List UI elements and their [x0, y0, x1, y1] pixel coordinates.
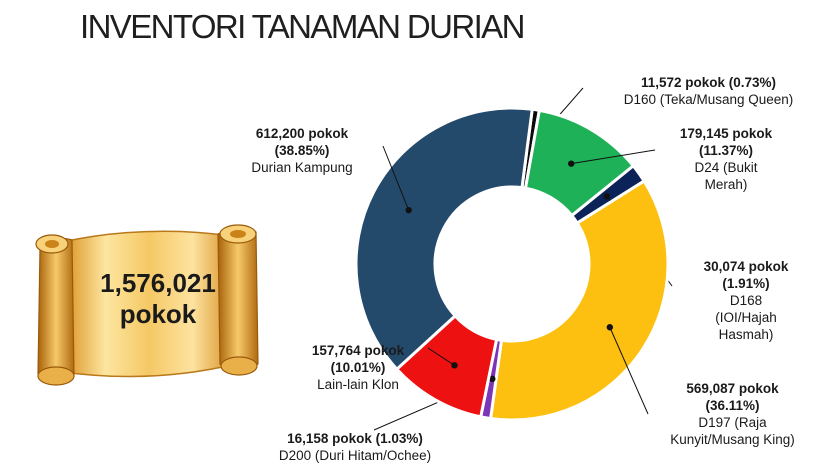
label-d24: 179,145 pokok (11.37%) D24 (Bukit Merah) [656, 125, 796, 193]
total-number: 1,576,021 [100, 268, 216, 298]
label-kampung-percent: (38.85%) [274, 143, 330, 158]
scroll-icon [35, 224, 259, 386]
label-d197: 569,087 pokok (36.11%) D197 (Raja Kunyit… [650, 380, 815, 448]
label-kampung: 612,200 pokok (38.85%) Durian Kampung [232, 125, 372, 176]
label-kampung-name: Durian Kampung [251, 160, 353, 175]
label-lain-lain: 157,764 pokok (10.01%) Lain-lain Klon [288, 342, 428, 393]
leader-dot-d197 [606, 324, 614, 331]
label-d197-name-2: Kunyit/Musang King) [670, 432, 795, 447]
label-kampung-value: 612,200 pokok [255, 126, 349, 141]
label-lain-lain-value: 157,764 pokok [311, 343, 405, 358]
label-d24-percent: (11.37%) [698, 143, 754, 158]
leader-line-d197 [609, 327, 649, 415]
label-d168: 30,074 pokok (1.91%) D168 (IOI/Hajah Has… [686, 258, 806, 343]
label-d168-name-3: Hasmah) [718, 327, 774, 342]
total-scroll [22, 214, 272, 394]
leader-dot-d24 [568, 160, 575, 167]
label-d24-name-2: Merah) [704, 177, 748, 192]
label-d197-name-1: D197 (Raja [698, 415, 767, 430]
label-d24-value: 179,145 pokok [679, 126, 773, 141]
label-d24-name-1: D24 (Bukit [694, 160, 758, 175]
total-unit: pokok [119, 299, 197, 329]
label-lain-lain-percent: (10.01%) [330, 360, 386, 375]
leader-line-lain-lain [427, 347, 455, 366]
page-title: INVENTORI TANAMAN DURIAN [80, 8, 525, 45]
leader-dot-d200 [489, 375, 496, 383]
label-d168-percent: (1.91%) [722, 276, 770, 291]
leader-line-d24 [571, 149, 656, 165]
label-d160-name: D160 (Teka/Musang Queen) [623, 92, 794, 107]
label-d197-value: 569,087 pokok [686, 381, 779, 396]
label-d168-name-2: (IOI/Hajah [715, 310, 777, 325]
label-d197-percent: (36.11%) [705, 398, 760, 413]
label-d200-name: D200 (Duri Hitam/Ochee) [278, 448, 432, 463]
leader-dot-d168 [603, 193, 610, 200]
label-d160-value: 11,572 pokok (0.73%) [640, 75, 777, 90]
label-d160: 11,572 pokok (0.73%) D160 (Teka/Musang Q… [606, 74, 811, 108]
label-d200-value: 16,158 pokok (1.03%) [287, 431, 423, 446]
label-d168-name-1: D168 [729, 293, 763, 308]
leader-dot-lain-lain [451, 362, 458, 369]
label-lain-lain-name: Lain-lain Klon [317, 377, 399, 392]
slice-d197 [488, 178, 670, 422]
leader-dot-kampung [405, 206, 412, 214]
label-d200: 16,158 pokok (1.03%) D200 (Duri Hitam/Oc… [250, 430, 460, 464]
slice-kampung [354, 106, 534, 372]
total-value: 1,576,021 pokok [80, 268, 236, 330]
label-d168-value: 30,074 pokok [703, 259, 789, 274]
leader-line-kampung [382, 145, 410, 211]
